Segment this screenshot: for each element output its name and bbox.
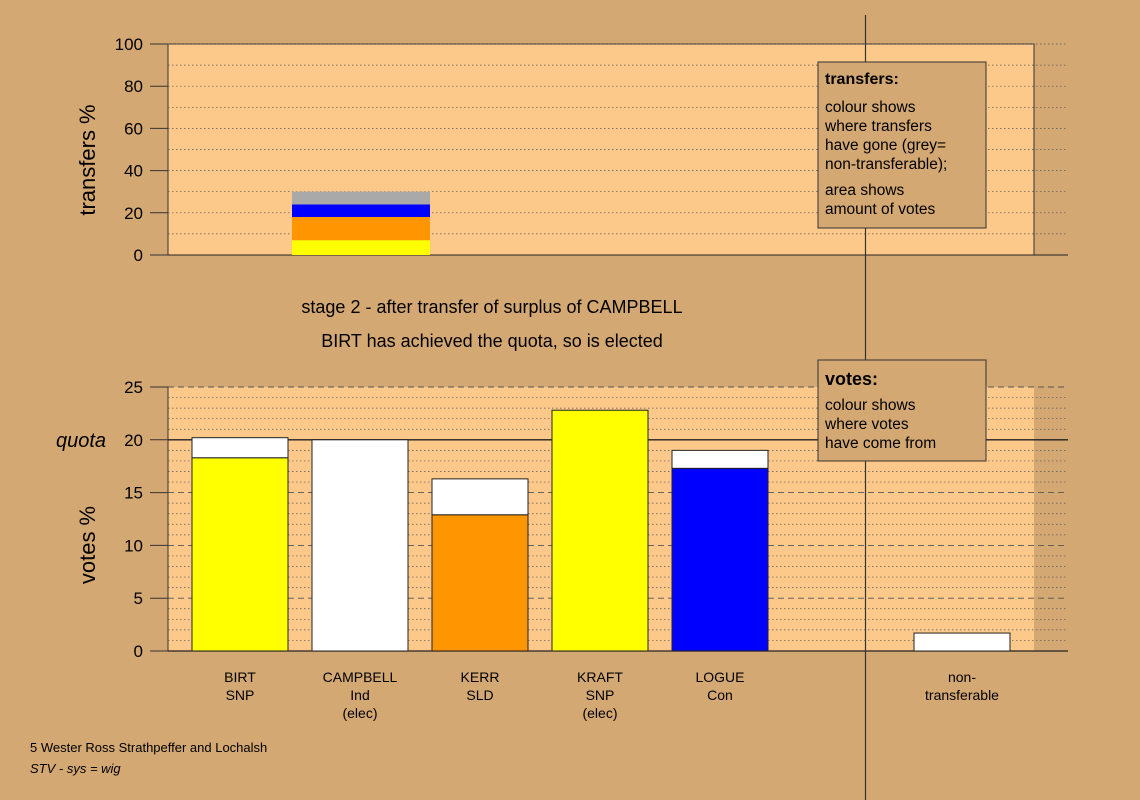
votes-legend-line: colour shows (825, 397, 916, 414)
transfers-legend-title: transfers: (825, 71, 899, 88)
y-tick-label: 0 (134, 246, 143, 265)
transfers-y-axis-label: transfers % (75, 104, 100, 215)
quota-label: quota (56, 430, 106, 452)
x-label-campbell: CAMPBELL (323, 669, 398, 685)
transfers-legend-line: have gone (grey= (825, 137, 946, 154)
votes-x-labels: BIRT SNP CAMPBELL Ind (elec) KERR SLD KRAFT SNP (… (224, 669, 999, 721)
transfer-segment-sld (292, 217, 430, 241)
bar-logue-base (671, 467, 769, 652)
transfers-legend-line: area shows (825, 182, 905, 199)
bar-kerr-transfer (431, 478, 529, 516)
x-label-kerr: KERR (461, 669, 500, 685)
y-tick-label: 80 (124, 77, 143, 96)
votes-legend-title: votes: (825, 369, 878, 389)
y-tick-label: 5 (134, 589, 143, 608)
votes-bars (191, 409, 1011, 652)
transfers-legend-line: amount of votes (825, 201, 936, 218)
votes-y-axis: 0 5 10 15 20 25 quota (56, 378, 168, 661)
bar-campbell-transfer (311, 439, 409, 652)
bar-kraft-base (551, 409, 649, 652)
ward-name: 5 Wester Ross Strathpeffer and Lochalsh (30, 740, 267, 755)
votes-legend-line: where votes (824, 416, 909, 433)
transfers-legend: transfers: colour shows where transfers … (817, 61, 987, 229)
y-tick-label: 25 (124, 378, 143, 397)
bar-birt-transfer (191, 437, 289, 459)
stage-description: stage 2 - after transfer of surplus of C… (301, 297, 682, 317)
x-label-kraft: (elec) (582, 705, 617, 721)
y-tick-label: 0 (134, 642, 143, 661)
transfer-segment-snp (292, 240, 430, 255)
y-tick-label: 20 (124, 204, 143, 223)
votes-legend: votes: colour shows where votes have com… (817, 359, 987, 462)
x-label-kraft: KRAFT (577, 669, 623, 685)
voting-system: STV - sys = wig (30, 761, 121, 776)
x-label-logue: Con (707, 687, 733, 703)
x-label-birt: SNP (226, 687, 255, 703)
x-label-birt: BIRT (224, 669, 256, 685)
y-tick-label: 10 (124, 536, 143, 555)
transfers-bars (292, 191, 430, 255)
x-label-campbell: Ind (350, 687, 369, 703)
x-label-logue: LOGUE (695, 669, 744, 685)
bar-birt-base (191, 457, 289, 652)
transfers-y-axis: 0 20 40 60 80 100 (115, 35, 168, 265)
x-label-non-transferable: transferable (925, 687, 999, 703)
y-tick-label: 20 (124, 431, 143, 450)
x-label-campbell: (elec) (342, 705, 377, 721)
bar-kerr-base (431, 514, 529, 652)
transfers-legend-line: where transfers (824, 118, 932, 135)
election-status: BIRT has achieved the quota, so is elect… (321, 331, 663, 351)
transfers-legend-line: colour shows (825, 99, 916, 116)
x-label-kraft: SNP (586, 687, 615, 703)
transfer-segment-con (292, 204, 430, 218)
transfers-legend-line: non-transferable); (825, 156, 947, 173)
votes-y-axis-label: votes % (75, 506, 100, 584)
x-label-kerr: SLD (466, 687, 493, 703)
bar-logue-transfer (671, 449, 769, 469)
transfer-segment-non-transferable (292, 191, 430, 205)
bar-non-transferable (913, 632, 1011, 652)
y-tick-label: 40 (124, 162, 143, 181)
votes-legend-line: have come from (825, 435, 936, 452)
y-tick-label: 60 (124, 119, 143, 138)
x-label-non-transferable: non- (948, 669, 976, 685)
y-tick-label: 100 (115, 35, 143, 54)
y-tick-label: 15 (124, 484, 143, 503)
